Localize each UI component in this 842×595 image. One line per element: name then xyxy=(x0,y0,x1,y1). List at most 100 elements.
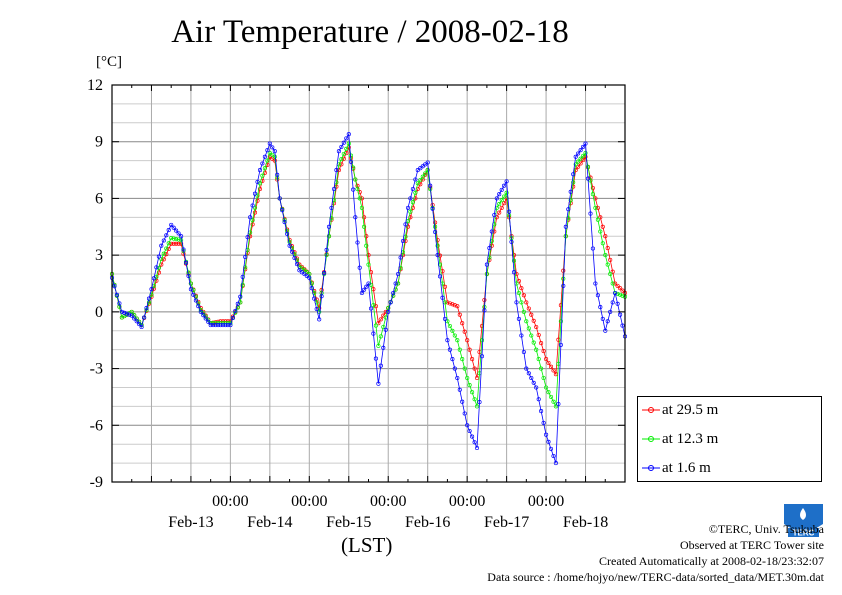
legend-marker-icon xyxy=(642,436,660,442)
data-point xyxy=(371,303,376,308)
data-point xyxy=(541,349,546,354)
data-point xyxy=(403,222,408,227)
data-point xyxy=(146,300,152,305)
data-point xyxy=(548,364,554,369)
credit-observation-site: Observed at TERC Tower site xyxy=(679,538,824,552)
data-point xyxy=(593,205,598,210)
chart-title: Air Temperature / 2008-02-18 xyxy=(171,14,569,50)
credit-data-source: Data source : /home/hojyo/new/TERC-data/… xyxy=(487,570,824,584)
data-point xyxy=(353,177,358,182)
data-point xyxy=(376,381,381,386)
data-point xyxy=(445,338,450,343)
data-point xyxy=(176,231,181,236)
data-point xyxy=(576,151,581,156)
data-point xyxy=(588,178,593,183)
data-point xyxy=(309,286,314,291)
data-point xyxy=(257,168,263,173)
data-point xyxy=(615,283,620,288)
data-point xyxy=(516,290,521,296)
data-point xyxy=(339,157,344,162)
data-point xyxy=(386,306,391,311)
data-point xyxy=(581,153,586,158)
legend-marker-icon xyxy=(642,407,660,413)
data-point xyxy=(440,295,445,300)
data-point xyxy=(423,171,428,176)
data-point xyxy=(378,317,383,322)
data-point xyxy=(408,209,413,214)
data-point xyxy=(262,166,267,171)
data-point xyxy=(322,271,327,276)
data-point xyxy=(603,234,608,239)
data-point xyxy=(368,306,374,311)
data-point xyxy=(576,159,581,164)
data-point xyxy=(134,319,139,324)
data-point xyxy=(573,154,578,159)
data-point xyxy=(474,375,480,381)
data-point xyxy=(230,315,235,321)
data-point xyxy=(529,312,534,317)
data-point xyxy=(398,255,403,260)
data-point xyxy=(250,218,255,223)
data-point xyxy=(359,205,364,210)
data-point xyxy=(248,215,253,220)
legend-label: at 12.3 m xyxy=(662,431,719,447)
data-point xyxy=(482,297,487,303)
data-point xyxy=(605,319,610,324)
data-point xyxy=(151,276,156,281)
y-tick-label: -6 xyxy=(90,417,103,434)
data-point xyxy=(450,328,455,333)
data-point xyxy=(536,397,541,402)
x-date-label: Feb-16 xyxy=(405,514,450,531)
data-point xyxy=(620,288,625,293)
data-point xyxy=(531,340,536,345)
data-point xyxy=(573,162,578,167)
data-point xyxy=(583,141,588,146)
data-point xyxy=(396,281,401,286)
data-point xyxy=(450,302,455,307)
data-point xyxy=(608,257,613,262)
data-point xyxy=(521,309,526,314)
data-point xyxy=(551,453,556,459)
data-point xyxy=(598,229,603,234)
data-point xyxy=(378,334,383,339)
data-point xyxy=(381,345,386,350)
data-point xyxy=(270,145,275,150)
data-point xyxy=(462,411,467,416)
data-point xyxy=(174,241,179,246)
data-point xyxy=(474,445,480,451)
data-point xyxy=(600,224,605,229)
data-point xyxy=(418,182,423,187)
data-point xyxy=(553,461,558,466)
data-point xyxy=(425,168,430,173)
data-point xyxy=(304,273,309,278)
data-point xyxy=(578,161,583,166)
data-point xyxy=(181,247,186,252)
data-point xyxy=(529,375,534,381)
data-point xyxy=(534,324,539,330)
data-point xyxy=(257,186,263,192)
data-point xyxy=(371,331,376,336)
data-point xyxy=(544,357,549,362)
data-point xyxy=(467,383,472,388)
data-point xyxy=(154,265,159,270)
data-point xyxy=(314,306,319,312)
data-point xyxy=(410,200,415,205)
data-point xyxy=(526,371,531,376)
data-point xyxy=(154,278,159,283)
data-point xyxy=(280,208,285,213)
data-point xyxy=(383,327,388,332)
data-point xyxy=(442,316,448,321)
data-point xyxy=(119,309,124,314)
data-point xyxy=(462,329,467,334)
data-point xyxy=(270,156,275,161)
data-point xyxy=(364,284,369,289)
data-point xyxy=(245,235,250,240)
data-point xyxy=(551,399,556,404)
data-point xyxy=(292,255,297,261)
data-point xyxy=(610,269,615,274)
data-point xyxy=(608,309,613,314)
data-point xyxy=(294,262,300,267)
data-point xyxy=(415,181,420,186)
data-point xyxy=(447,323,452,329)
data-point xyxy=(484,271,489,277)
